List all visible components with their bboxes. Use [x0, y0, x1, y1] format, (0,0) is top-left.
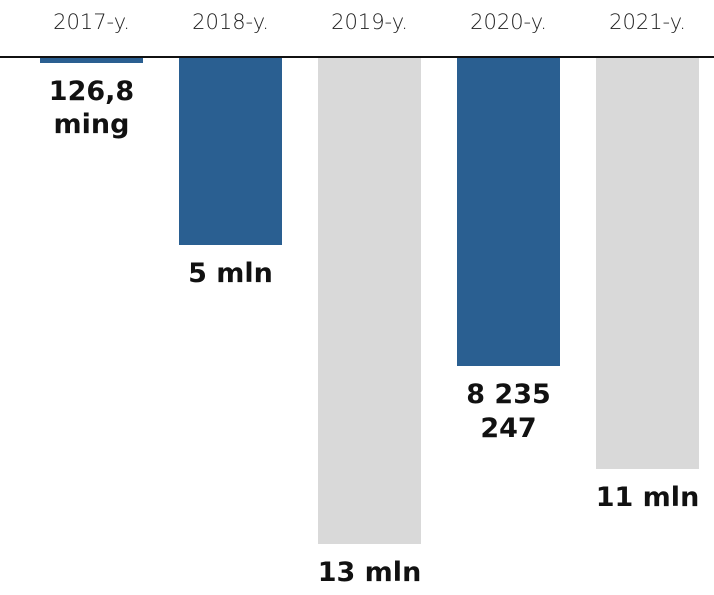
data-label: 13 mln [317, 557, 422, 588]
bar [457, 58, 560, 366]
x-tick-label: 2020-y. [470, 10, 547, 34]
axis-line [0, 56, 714, 58]
data-label: 126,8 ming [48, 75, 135, 141]
data-label: 5 mln [188, 257, 273, 289]
x-tick-label: 2021-y. [609, 10, 686, 34]
bar [40, 58, 143, 63]
x-tick-label: 2018-y. [192, 10, 269, 34]
bar [179, 58, 282, 245]
data-label: 8 235 247 [466, 378, 551, 444]
x-tick-label: 2017-y. [53, 10, 130, 34]
x-tick-label: 2019-y. [331, 10, 408, 34]
bar [596, 58, 699, 470]
bar [318, 58, 421, 544]
data-label: 11 mln [595, 482, 700, 514]
